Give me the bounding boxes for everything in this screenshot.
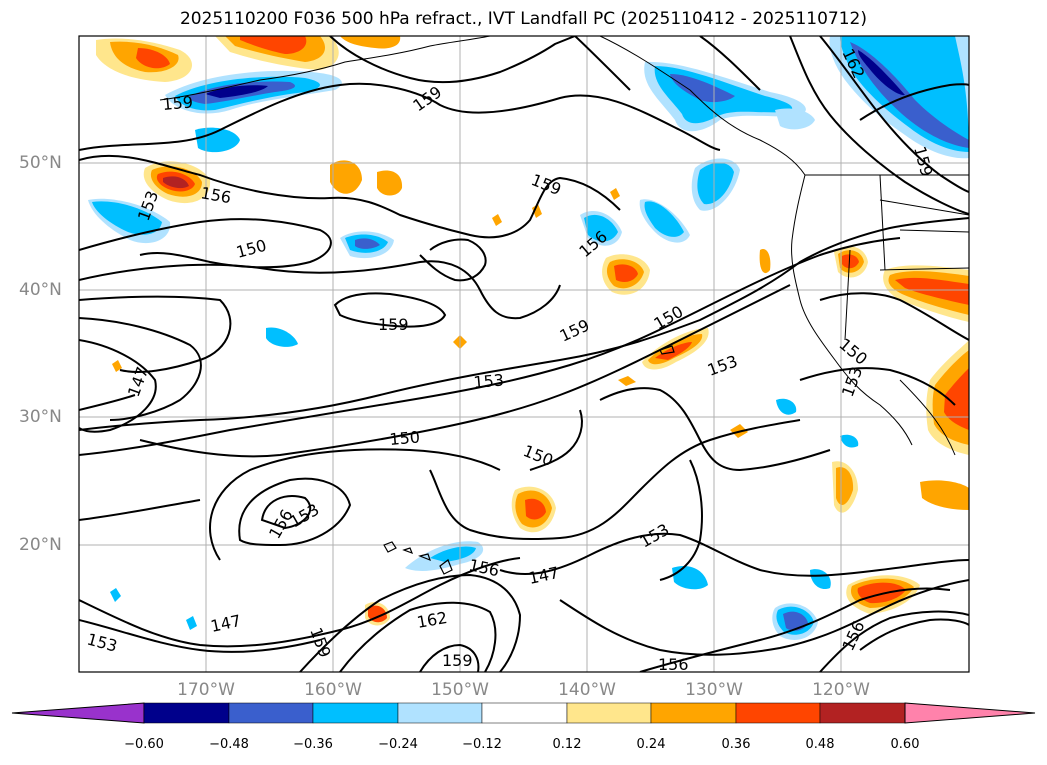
colorbar-tick: −0.48 [209,737,249,752]
colorbar-tick: −0.60 [124,737,164,752]
colorbar-tick: 0.36 [721,737,751,752]
contour-label: 147 [209,611,243,636]
map-frame [78,35,970,673]
colorbar-tick: 0.12 [552,737,582,752]
negative-region [584,214,618,242]
negative-region [858,50,905,96]
colorbar-segment [735,702,821,724]
colorbar-segment [143,702,230,724]
contour-label: 153 [473,370,505,392]
lon-label-170w: 170°W [177,680,235,700]
contour-label: 156 [658,655,689,674]
colorbar-segment [650,702,737,724]
negative-region [810,569,831,590]
positive-region [240,36,307,54]
negative-region [672,565,708,590]
shading-layer [88,36,969,640]
positive-region [842,254,859,269]
colorbar-extend-low [11,702,145,724]
contour-label: 156 [467,555,501,580]
colorbar-tick: 0.60 [890,737,920,752]
negative-region [205,85,268,98]
positive-region [610,188,620,200]
graticule [79,36,969,672]
positive-region [136,48,170,69]
negative-region [266,327,298,347]
negative-region [697,162,734,205]
negative-region [186,616,197,630]
colorbar-segment [819,702,906,724]
negative-region [670,74,735,103]
positive-region [163,176,189,189]
positive-region [377,170,403,196]
islands [383,345,675,575]
contour-label: 150 [521,441,556,470]
contour-label: 153 [85,630,119,656]
colorbar-tick: 0.24 [636,737,666,752]
contour-label: 150 [234,236,268,262]
positive-region [614,264,638,282]
colorbar-tick: −0.12 [462,737,502,752]
positive-region [112,360,122,372]
positive-region [525,498,546,520]
negative-region [776,398,797,415]
colorbar-segment [566,702,652,724]
colorbar-segment [481,702,568,724]
contour-label: 162 [415,608,448,632]
height-contours [79,36,969,672]
lon-label-140w: 140°W [558,680,616,700]
negative-region [644,201,684,237]
colorbar-tick: −0.24 [378,737,418,752]
positive-region [330,160,362,194]
colorbar-extend-high [904,702,1036,724]
lat-label-20n: 20°N [19,535,62,555]
negative-region [840,434,859,448]
contour-label: 150 [389,427,421,449]
colorbar-tick: 0.48 [805,737,835,752]
contour-label: 147 [527,563,561,588]
lon-label-160w: 160°W [304,680,362,700]
positive-region [618,376,636,386]
colorbar [11,702,1036,724]
lat-label-30n: 30°N [19,407,62,427]
lat-label-50n: 50°N [19,153,62,173]
contour-label: 150 [651,302,687,334]
positive-region [836,467,854,505]
colorbar-segment [312,702,399,724]
lon-label-130w: 130°W [685,680,743,700]
positive-region [340,36,401,49]
lon-label-150w: 150°W [431,680,489,700]
positive-region [759,248,771,274]
contour-label: 159 [306,625,334,660]
contour-label: 159 [162,92,194,114]
contour-label: 156 [199,183,232,207]
positive-region [492,214,502,226]
negative-region [775,108,815,130]
lon-label-120w: 120°W [812,680,870,700]
positive-region [895,277,969,305]
colorbar-segment [228,702,314,724]
negative-region [92,201,162,235]
contour-label: 156 [838,618,868,654]
contour-label: 147 [124,364,152,399]
positive-region [920,480,969,510]
coastlines [159,36,969,456]
negative-region [355,238,380,249]
negative-region [430,546,476,562]
colorbar-segment [397,702,483,724]
lat-label-40n: 40°N [19,280,62,300]
contour-label: 159 [529,170,564,199]
positive-region [944,368,969,430]
map-title: 2025110200 F036 500 hPa refract., IVT La… [179,9,867,29]
contour-label: 159 [442,651,473,670]
contour-label: 153 [705,351,740,379]
contour-label: 159 [409,82,445,115]
contour-label: 153 [637,520,673,552]
contour-label: 159 [378,315,409,334]
positive-region [532,204,542,218]
colorbar-tick: −0.36 [293,737,333,752]
negative-region [110,588,121,602]
